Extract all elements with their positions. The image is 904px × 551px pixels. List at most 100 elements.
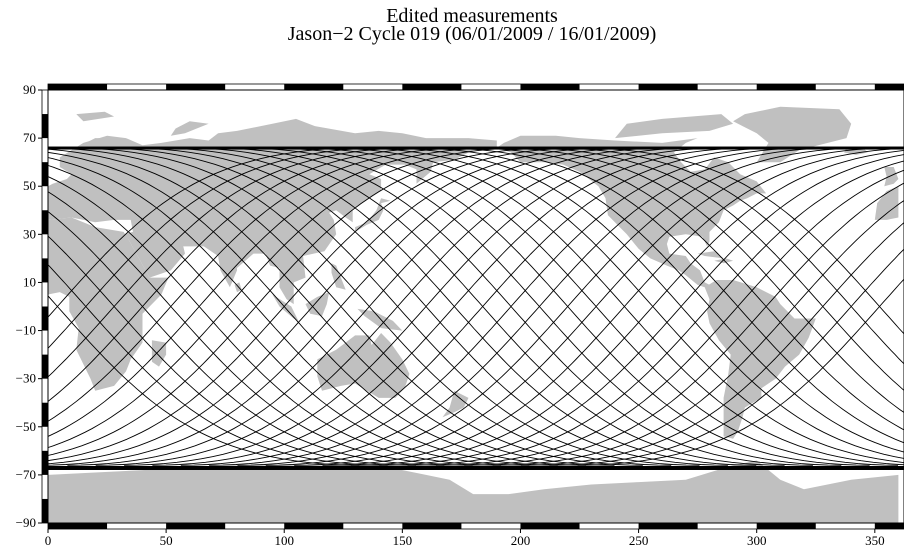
- top-scale-segment: [874, 84, 904, 90]
- land-layer: [48, 106, 899, 523]
- ground-track: [492, 147, 904, 414]
- bottom-scale-segment: [520, 523, 580, 529]
- ground-track: [209, 147, 813, 466]
- bottom-scale-segment: [48, 523, 108, 529]
- ground-track: [152, 147, 757, 466]
- y-tick-label: 70: [23, 130, 36, 145]
- land-canada-arctic: [615, 114, 734, 139]
- land-arctic-islands: [76, 111, 115, 122]
- land-greenland: [733, 106, 852, 163]
- bottom-scale-segment: [756, 523, 816, 529]
- north-coverage-edge: [48, 146, 904, 150]
- top-scale-segment: [284, 84, 344, 90]
- land-south-america: [704, 280, 816, 439]
- ground-track: [407, 147, 904, 453]
- map-subtitle: Jason−2 Cycle 019 (06/01/2009 / 16/01/20…: [287, 23, 657, 45]
- land-australia: [317, 333, 410, 398]
- ground-track: [520, 147, 904, 391]
- map-title: Edited measurements: [386, 5, 558, 27]
- ground-track: [265, 147, 870, 466]
- axis-ticks: 0 50 100 150 200 250 300 350 90 70 50 30 10 −10 −30 −50…: [16, 82, 885, 548]
- ground-track: [350, 147, 904, 463]
- land-north-america: [496, 135, 767, 288]
- bottom-scale-bar: [47, 522, 904, 530]
- bottom-scale-segment: [874, 523, 904, 529]
- ground-track: [124, 147, 728, 466]
- y-tick-label: 90: [23, 82, 36, 97]
- map-frame: [41, 83, 904, 530]
- bottom-scale-segment: [284, 523, 344, 529]
- top-scale-segment: [402, 84, 462, 90]
- ground-track: [48, 164, 530, 466]
- land-africa: [48, 217, 169, 391]
- ground-track: [577, 147, 904, 335]
- ground-track: [322, 147, 904, 466]
- x-tick-label: 0: [45, 533, 52, 548]
- top-scale-segment: [756, 84, 816, 90]
- ground-track: [48, 210, 445, 466]
- left-scale-segment: [42, 114, 48, 139]
- bottom-scale-segment: [638, 523, 698, 529]
- x-tick-label: 50: [160, 533, 173, 548]
- y-tick-label: −30: [16, 371, 36, 386]
- left-scale-segment: [42, 354, 48, 379]
- ground-track: [48, 151, 587, 466]
- x-tick-label: 200: [511, 533, 531, 548]
- land-europe-west: [874, 186, 899, 220]
- x-tick-label: 300: [747, 533, 767, 548]
- land-newzealand: [442, 390, 469, 418]
- land-madagascar: [151, 340, 167, 367]
- ground-track: [48, 148, 615, 466]
- left-scale-segment: [42, 402, 48, 427]
- left-scale-segment: [42, 450, 48, 475]
- land-borneo: [305, 292, 330, 317]
- x-tick-label: 100: [274, 533, 294, 548]
- ground-track: [95, 147, 700, 466]
- land-greatbritain: [884, 167, 899, 187]
- land-philippines: [331, 263, 346, 290]
- top-scale-bar: [47, 83, 904, 91]
- left-scale-segment: [42, 306, 48, 331]
- land-novaya: [170, 121, 209, 136]
- land-cuba: [697, 251, 724, 259]
- land-scandinavia: [59, 138, 119, 172]
- left-scale-segment: [42, 498, 48, 523]
- top-scale-segment: [638, 84, 698, 90]
- ground-track: [549, 147, 904, 365]
- y-tick-label: −90: [16, 515, 36, 530]
- top-scale-segment: [48, 84, 108, 90]
- bottom-scale-segment: [166, 523, 226, 529]
- y-tick-label: 50: [23, 178, 36, 193]
- y-tick-label: −50: [16, 419, 36, 434]
- ground-track: [48, 264, 388, 466]
- south-coverage-edge: [48, 465, 904, 470]
- ground-track: [67, 147, 672, 466]
- x-tick-label: 250: [629, 533, 649, 548]
- land-newguinea: [357, 308, 403, 331]
- land-caribbean: [714, 258, 734, 264]
- ground-track: [464, 147, 904, 431]
- ground-track: [48, 147, 643, 466]
- left-scale-bar: [41, 89, 49, 524]
- left-scale-segment: [42, 162, 48, 187]
- ground-track: [237, 147, 842, 466]
- y-tick-label: −70: [16, 467, 36, 482]
- ground-track: [48, 191, 473, 466]
- ground-tracks: [48, 146, 904, 470]
- y-tick-label: 30: [23, 226, 36, 241]
- ground-track: [435, 147, 904, 444]
- ground-track: [48, 157, 558, 466]
- ground-track: [294, 147, 899, 466]
- ground-track: [48, 235, 417, 466]
- ground-track: [48, 295, 360, 466]
- left-scale-segment: [42, 210, 48, 235]
- x-tick-label: 350: [865, 533, 885, 548]
- ground-track: [180, 147, 785, 466]
- y-tick-label: 10: [23, 274, 36, 289]
- bottom-scale-segment: [402, 523, 462, 529]
- y-tick-label: −10: [16, 323, 36, 338]
- ground-track: [48, 176, 502, 466]
- x-tick-label: 150: [393, 533, 413, 548]
- ground-track: [379, 147, 904, 459]
